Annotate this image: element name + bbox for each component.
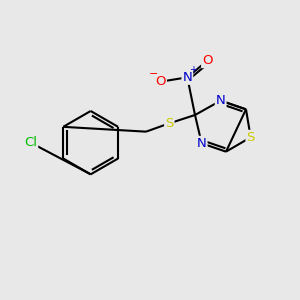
Text: S: S (247, 131, 255, 144)
Text: Cl: Cl (24, 136, 37, 149)
Text: S: S (165, 117, 173, 130)
Text: N: N (182, 71, 192, 84)
Text: N: N (197, 137, 206, 150)
Text: O: O (202, 54, 213, 67)
Text: O: O (155, 75, 166, 88)
Text: −: − (148, 69, 158, 79)
Text: +: + (189, 65, 197, 75)
Text: N: N (216, 94, 226, 107)
